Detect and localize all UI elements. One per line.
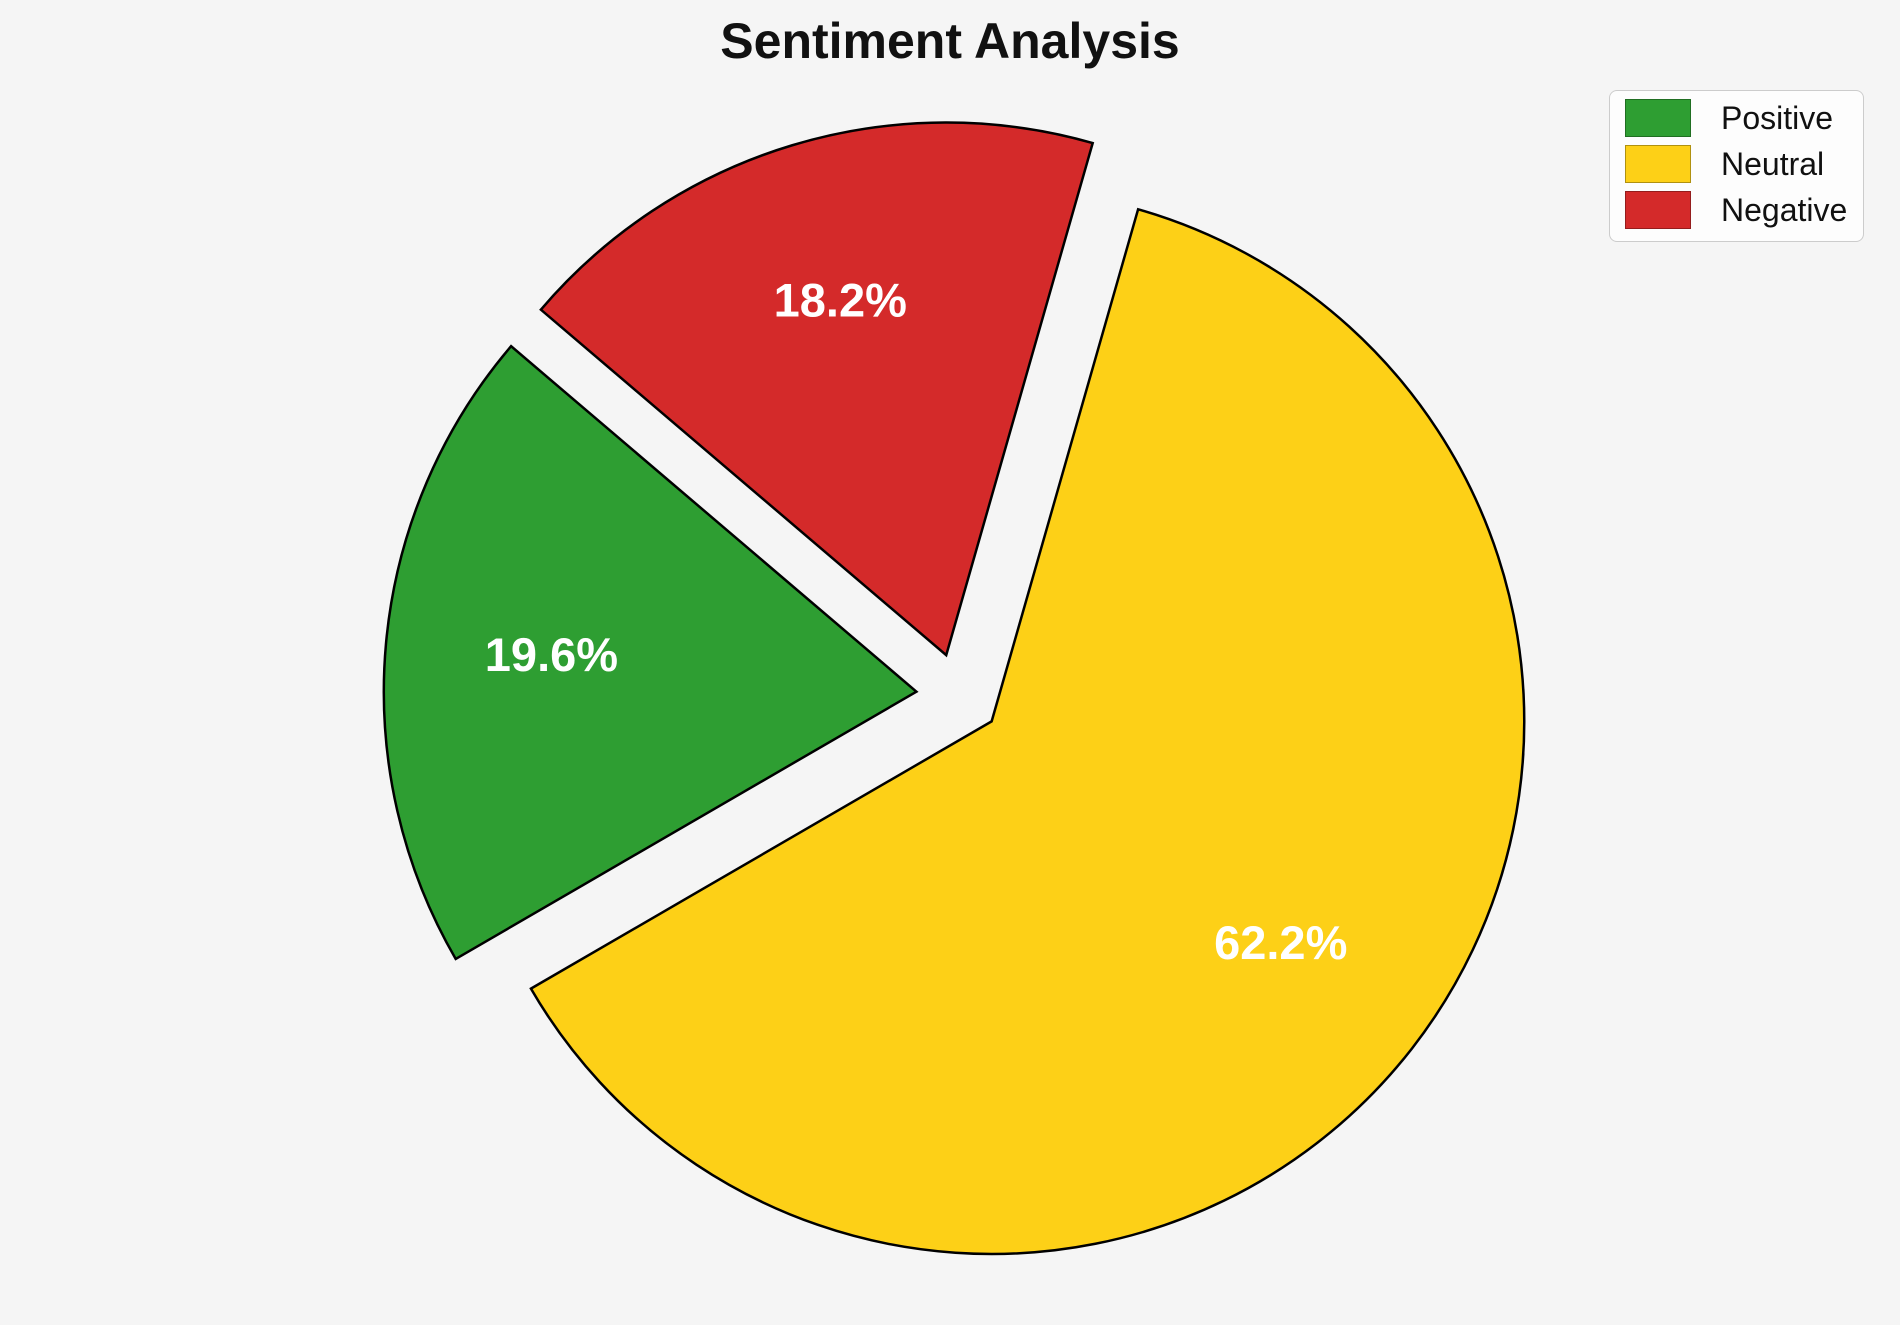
svg-text:62.2%: 62.2%	[1214, 916, 1347, 969]
svg-text:19.6%: 19.6%	[485, 628, 618, 681]
svg-text:18.2%: 18.2%	[774, 274, 907, 327]
